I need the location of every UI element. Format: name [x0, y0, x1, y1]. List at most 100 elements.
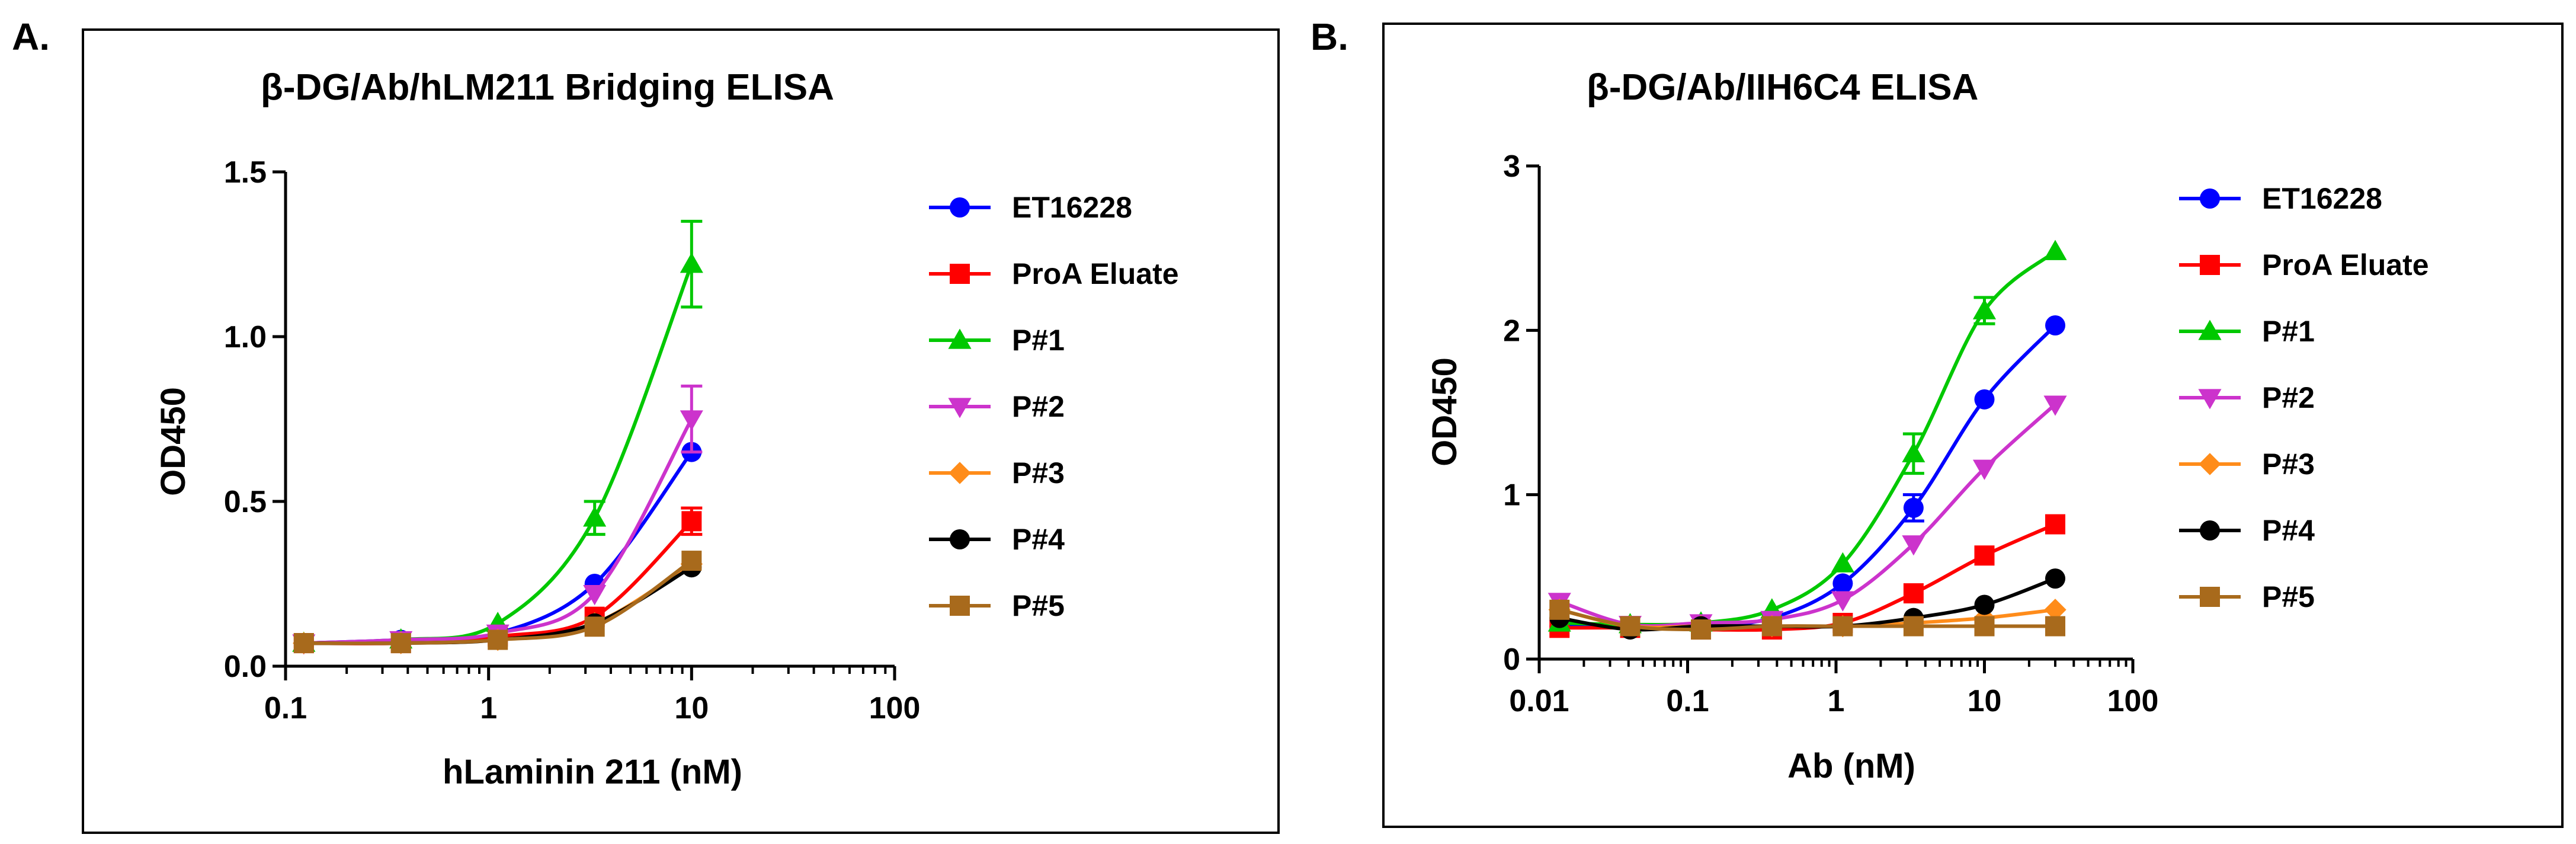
panel-a-series-5-legend-marker: [950, 529, 970, 549]
panel-b-series-6-legend-marker: [2200, 587, 2220, 607]
panel-a-series-2-point: [680, 252, 703, 273]
panel-b-series-2-point: [1831, 552, 1854, 573]
panel-b-series-3-point: [1831, 591, 1854, 612]
panel-b-series-0-point: [1974, 389, 1995, 410]
panel-a-y-tick-label: 1.0: [224, 320, 267, 354]
panel-b: B. β-DG/Ab/IIH6C4 ELISA Ab (nM) OD450 0 1…: [1311, 15, 2564, 828]
panel-a-series-1-legend-label: ProA Eluate: [1012, 257, 1179, 290]
panel-b-y-tick-label: 2: [1503, 314, 1520, 348]
panel-b-series-2-legend-marker: [2198, 319, 2222, 340]
panel-b-series-0-point: [1832, 573, 1853, 594]
panel-a-series-2-legend-marker: [948, 328, 972, 349]
panel-b-series-3-legend-label: P#2: [2262, 381, 2315, 414]
panel-a-series-3-curve: [303, 418, 693, 645]
panel-a-series-6-legend-marker: [950, 596, 970, 616]
panel-b-series-1-point: [2045, 514, 2066, 535]
panel-a-series-6-point: [488, 629, 508, 650]
panel-b-label: B.: [1311, 15, 1348, 58]
panel-b-y-tick-label: 1: [1503, 478, 1520, 513]
panel-b-series-5-point: [1974, 594, 1995, 615]
panel-a-x-tick-label: 100: [869, 691, 921, 725]
panel-b-series-6-point: [1761, 616, 1782, 637]
panel-b-series-6-point: [1549, 599, 1570, 620]
panel-a-x-tick-label: 10: [674, 691, 709, 725]
panel-a-y-tick-label: 0.0: [224, 650, 267, 684]
panel-b-series-0-legend-marker: [2200, 188, 2220, 209]
panel-a-series-3-legend-marker: [948, 398, 972, 418]
panel-b-y-axis-label: OD450: [1425, 357, 1464, 466]
panel-a-series-6-legend-label: P#5: [1012, 589, 1065, 622]
panel-a-y-axis-label: OD450: [154, 387, 193, 496]
panel-b-series-6-point: [1903, 616, 1924, 637]
panel-a-x-axis-label: hLaminin 211 (nM): [443, 753, 742, 791]
panel-a-y-tick-label: 1.5: [224, 155, 267, 190]
panel-b-x-tick-label: 1: [1828, 684, 1845, 718]
panel-b-series-6-point: [1832, 616, 1853, 637]
panel-a: A. β-DG/Ab/hLM211 Bridging ELISA hLamini…: [12, 15, 1280, 834]
panel-b-series-3-point: [2043, 395, 2067, 416]
panel-b-series-0-point: [2045, 315, 2066, 336]
panel-b-series-3-legend-marker: [2198, 389, 2222, 410]
panel-b-series-5-legend-label: P#4: [2262, 514, 2315, 547]
panel-b-title: β-DG/Ab/IIH6C4 ELISA: [1587, 67, 1978, 108]
panel-a-series-3-point: [583, 585, 607, 606]
panel-a-series-6-point: [681, 551, 702, 571]
panel-a-x-tick-label: 0.1: [264, 691, 307, 725]
panel-a-title: β-DG/Ab/hLM211 Bridging ELISA: [261, 67, 834, 108]
panel-b-series-2-point: [1902, 442, 1925, 462]
panel-b-series-2-legend-label: P#1: [2262, 315, 2315, 348]
panel-b-x-axis-label: Ab (nM): [1787, 747, 1915, 785]
panel-b-series-6-point: [1974, 616, 1995, 637]
panel-b-series-2-point: [2043, 239, 2067, 260]
panel-b-series-4-point: [2044, 599, 2066, 621]
panel-a-series-6-point: [293, 633, 314, 654]
panel-a-series-6-point: [390, 633, 411, 654]
panel-a-series-4-legend-marker: [949, 462, 971, 484]
panel-a-series-5-legend-label: P#4: [1012, 523, 1065, 556]
panel-b-series-4-legend-label: P#3: [2262, 447, 2315, 481]
panel-b-x-tick-label: 10: [1968, 684, 2002, 718]
panel-b-x-tick-label: 0.01: [1509, 684, 1569, 718]
panel-b-series-6-point: [1691, 619, 1712, 640]
panel-a-series-2-point: [583, 506, 607, 527]
panel-b-series-5-legend-marker: [2200, 520, 2220, 541]
panel-b-series-6-point: [1620, 616, 1641, 637]
panel-b-x-tick-label: 100: [2107, 684, 2159, 718]
panel-b-series-1-legend-marker: [2200, 255, 2220, 275]
panel-a-series-1-point: [681, 511, 702, 532]
panel-b-series-1-point: [1903, 583, 1924, 604]
panel-b-plot: 0 1 2 3 0.01 0.1 1 10 100: [1503, 149, 2158, 718]
panel-b-series-1-legend-label: ProA Eluate: [2262, 248, 2429, 282]
panel-b-series-2-point: [1972, 299, 1997, 319]
panel-a-series-1-legend-marker: [950, 264, 970, 284]
panel-b-series-6-legend-label: P#5: [2262, 580, 2315, 613]
panel-b-y-tick-label: 3: [1503, 149, 1520, 184]
panel-a-series-0-legend-marker: [950, 197, 970, 218]
panel-a-plot: 0.0 0.5 1.0 1.5 0.1 1 10 100: [224, 155, 921, 725]
panel-b-y-tick-label: 0: [1503, 642, 1520, 677]
panel-a-y-tick-label: 0.5: [224, 485, 267, 519]
panel-b-series-3-point: [1972, 459, 1997, 480]
panel-b-x-tick-label: 0.1: [1666, 684, 1709, 718]
panel-b-series-4-legend-marker: [2199, 453, 2221, 475]
panel-b-series-5-point: [2045, 568, 2066, 589]
panel-b-series-3-point: [1902, 535, 1925, 556]
panel-b-series-6-point: [2045, 616, 2066, 637]
panel-b-frame: [1382, 23, 2564, 828]
panel-a-series-0-legend-label: ET16228: [1012, 191, 1132, 224]
panel-a-frame: [82, 28, 1280, 834]
panel-b-legend: ET16228 ProA Eluate P#1 P#2 P#3 P#4 P#5: [2179, 182, 2429, 613]
panel-a-series-4-legend-label: P#3: [1012, 456, 1065, 490]
panel-a-series-6-point: [584, 616, 605, 637]
panel-a-x-tick-label: 1: [480, 691, 497, 725]
panel-a-legend: ET16228 ProA Eluate P#1 P#2 P#3 P#4 P#5: [929, 191, 1179, 622]
panel-a-series-2-legend-label: P#1: [1012, 324, 1065, 357]
panel-a-series-3-point: [680, 410, 703, 431]
panel-a-series-3-legend-label: P#2: [1012, 390, 1065, 423]
panel-b-series-0-legend-label: ET16228: [2262, 182, 2382, 215]
panel-b-series-0-point: [1903, 497, 1924, 518]
panel-b-series-1-point: [1974, 545, 1995, 566]
panel-a-label: A.: [12, 15, 50, 58]
